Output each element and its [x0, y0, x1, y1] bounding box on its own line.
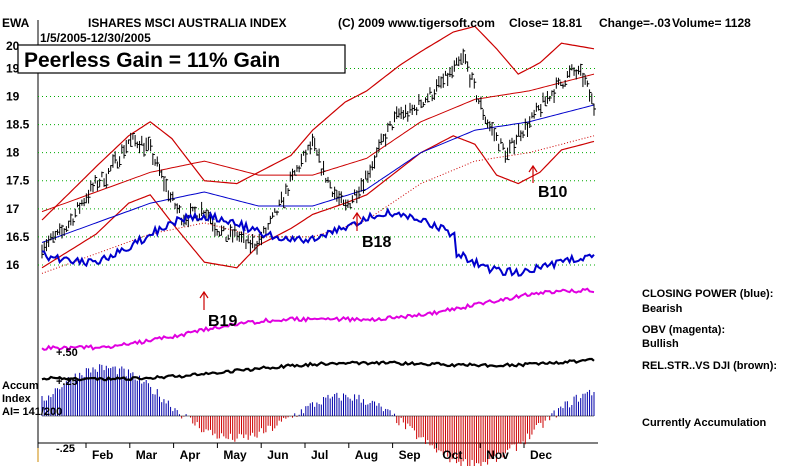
signal-arrowhead-2	[528, 164, 538, 173]
closing-power-value: Bearish	[642, 303, 683, 315]
symbol-label: EWA	[2, 16, 30, 30]
month-label-dec: Dec	[530, 448, 552, 462]
accumulation-status: Currently Accumulation	[642, 417, 767, 429]
month-label-may: May	[223, 448, 247, 462]
y-tick-label: 16.5	[6, 230, 30, 244]
signal-arrowhead-1	[352, 211, 362, 220]
close-value: Close= 18.81	[509, 16, 582, 30]
signal-b18-label: B18	[362, 234, 391, 251]
accum-minus25: -.25	[56, 443, 75, 455]
closing-power-label: CLOSING POWER (blue):	[642, 288, 773, 300]
month-label-mar: Mar	[136, 448, 158, 462]
y-tick-label: 17	[6, 202, 20, 216]
inner-upper-band	[41, 73, 595, 213]
month-label-apr: Apr	[180, 448, 201, 462]
price-gridlines	[38, 67, 598, 266]
fund-name: ISHARES MSCI AUSTRALIA INDEX	[88, 16, 286, 30]
signal-b10-label: B10	[538, 184, 567, 201]
month-labels: Feb Mar Apr May Jun Jul Aug Sep Oct Nov Dec	[85, 443, 552, 462]
gain-title: Peerless Gain = 11% Gain	[24, 49, 280, 72]
y-tick-label: 18	[6, 146, 20, 160]
obv-line	[41, 287, 595, 352]
date-range: 1/5/2005-12/30/2005	[40, 31, 151, 45]
accum-label-3: AI= 141/200	[2, 406, 62, 418]
upper-band	[41, 25, 595, 221]
bollinger-bands	[41, 25, 595, 274]
closing-power-line	[41, 207, 595, 277]
volume-value: Volume= 1128	[672, 16, 751, 30]
signal-markers	[199, 164, 538, 310]
obv-label: OBV (magenta):	[642, 324, 725, 336]
lower-band	[41, 135, 595, 269]
y-tick-label: 20	[6, 39, 20, 53]
month-label-nov: Nov	[486, 448, 509, 462]
price-bars	[41, 48, 596, 259]
change-value: Change=-.03	[599, 16, 671, 30]
accum-plus50: +.50	[56, 347, 78, 359]
signal-arrowhead-0	[199, 290, 209, 299]
relstr-label: REL.STR..VS DJI (brown):	[642, 360, 777, 372]
month-label-sep: Sep	[399, 448, 421, 462]
month-label-aug: Aug	[355, 448, 378, 462]
moving-average-line	[41, 104, 595, 243]
y-tick-label: 18.5	[6, 118, 30, 132]
y-tick-label: 17.5	[6, 174, 30, 188]
month-label-jun: Jun	[267, 448, 288, 462]
signal-b19-label: B19	[208, 313, 237, 330]
indicator-lines	[41, 207, 595, 382]
copyright: (C) 2009 www.tigersoft.com	[338, 16, 495, 30]
accum-plus25: +.25	[56, 376, 78, 388]
relative-strength-line	[41, 357, 595, 382]
month-label-jul: Jul	[311, 448, 328, 462]
y-tick-label: 19	[6, 90, 20, 104]
gain-box	[17, 44, 346, 74]
month-label-oct: Oct	[442, 448, 462, 462]
accum-label-1: Accum	[2, 380, 39, 392]
y-tick-label: 16	[6, 258, 20, 272]
accumulation-layer	[41, 364, 595, 466]
month-label-feb: Feb	[92, 448, 113, 462]
obv-value: Bullish	[642, 338, 679, 350]
accum-label-2: Index	[2, 393, 32, 405]
